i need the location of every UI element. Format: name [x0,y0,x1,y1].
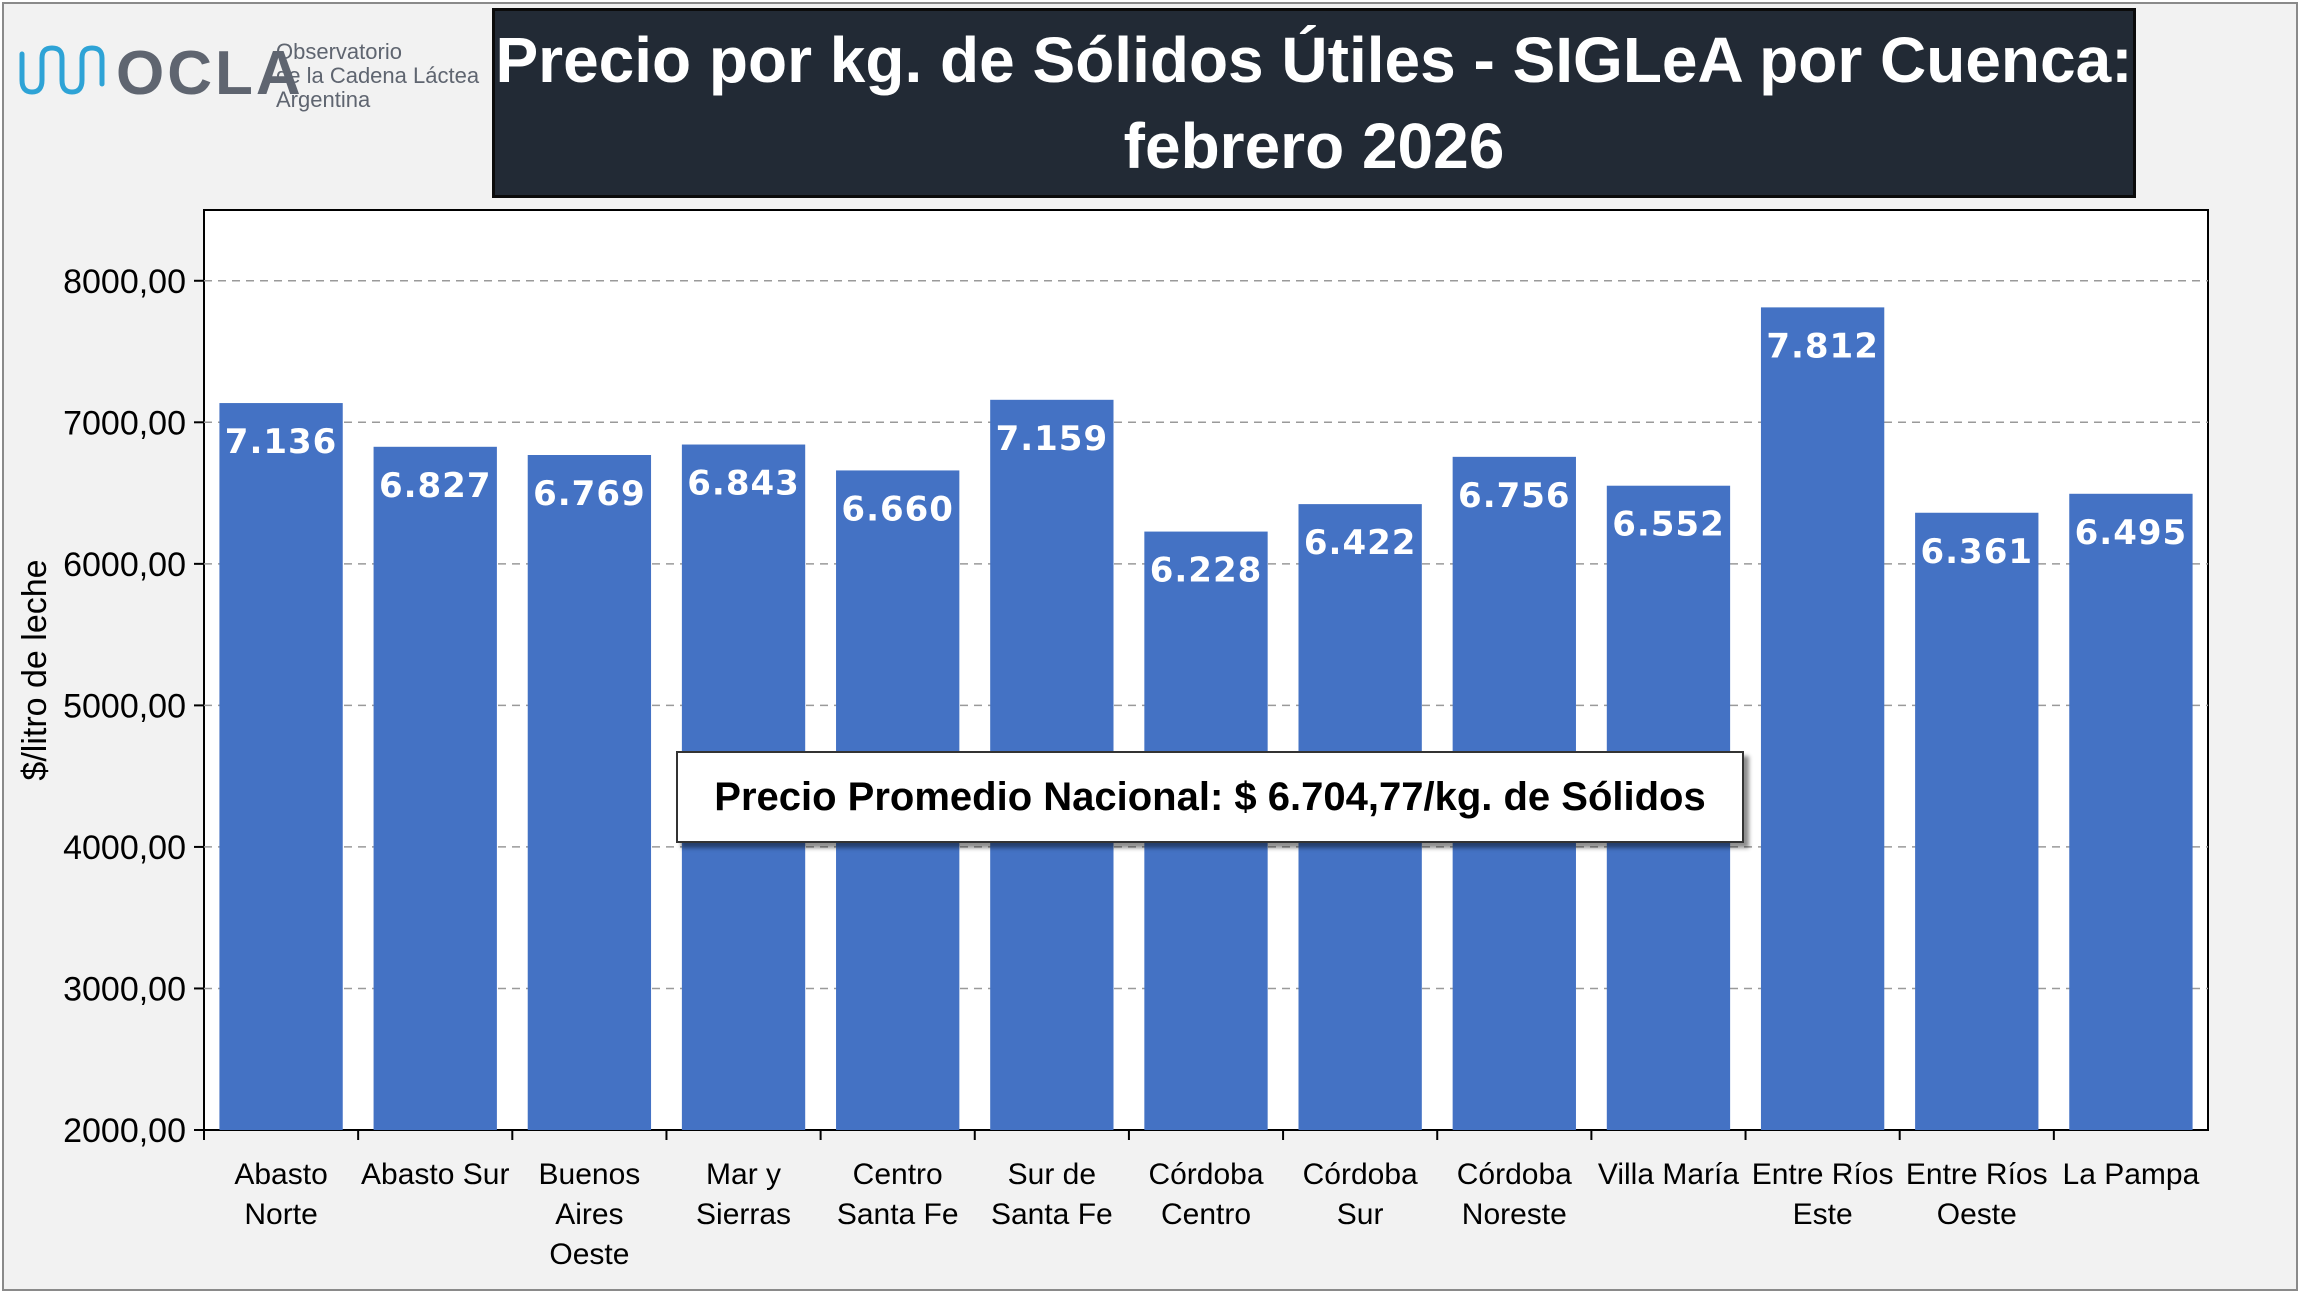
bar [219,403,343,1130]
data-label: 7.812 [1766,326,1879,366]
logo-wordmark: OCLA [116,39,304,108]
data-label: 6.228 [1150,551,1263,591]
bar [527,455,652,1131]
x-category-label: Santa Fe [837,1198,959,1231]
data-label: 6.361 [1920,532,2033,572]
x-category-label: Sierras [696,1198,791,1231]
x-category-label: Aires [555,1198,623,1231]
x-category-label: Córdoba [1303,1158,1418,1191]
x-category-label: La Pampa [2063,1158,2200,1191]
x-axis-categories: Abasto Norte Abasto Sur Buenos Aires Oeste Mar… [203,1130,2200,1271]
x-category-label: Oeste [1937,1198,2017,1231]
y-tick-label: 6000,00 [63,546,186,584]
x-category-label: Entre Ríos [1752,1158,1894,1191]
y-axis-label: $/litro de leche [16,559,54,780]
x-category-label: Sur [1337,1198,1384,1231]
y-tick-label: 2000,00 [63,1112,186,1150]
y-tick-label: 5000,00 [63,687,186,725]
chart-title-line-2: febrero 2026 [1123,110,1505,182]
x-category-label: Este [1793,1198,1853,1231]
x-category-label: Norte [244,1198,317,1231]
logo-subtitle: Observatorio de la Cadena Láctea Argenti… [276,40,479,112]
x-category-label: Córdoba [1148,1158,1263,1191]
data-label: 6.660 [841,489,954,529]
x-category-label: Oeste [549,1238,629,1271]
y-tick-label: 3000,00 [63,970,186,1008]
logo-line-2: de la Cadena Láctea [276,63,480,88]
x-category-label: Noreste [1462,1198,1567,1231]
milk-wave-icon [19,45,105,95]
x-category-label: Sur de [1008,1158,1096,1191]
bar [1760,307,1885,1131]
x-category-label: Centro [853,1158,943,1191]
bar [373,446,497,1131]
x-category-label: Abasto [234,1158,327,1191]
y-tick-label: 8000,00 [63,263,186,301]
bar [1915,512,2039,1130]
data-label: 6.756 [1458,476,1571,516]
data-label: 6.422 [1304,523,1417,563]
x-category-label: Entre Ríos [1906,1158,2048,1191]
data-label: 6.495 [2075,513,2188,553]
x-category-label: Villa María [1598,1158,1739,1191]
data-label: 6.843 [687,464,800,504]
data-label: 6.827 [379,466,492,506]
data-label: 6.552 [1612,505,1725,545]
x-category-label: Buenos [539,1158,641,1191]
x-category-label: Santa Fe [991,1198,1113,1231]
x-category-label: Centro [1161,1198,1251,1231]
data-label: 7.136 [225,422,338,462]
y-tick-label: 7000,00 [63,404,186,442]
data-label: 6.769 [533,474,646,514]
logo-line-3: Argentina [276,87,371,112]
y-axis-ticks: 2000,00 3000,00 4000,00 5000,00 6000,00 7000,… [63,263,204,1150]
logo-line-1: Observatorio [276,39,402,64]
chart-title-box: Precio por kg. de Sólidos Útiles - SIGLe… [492,8,2136,198]
y-tick-label: 4000,00 [63,829,186,867]
chart-title-line-1: Precio por kg. de Sólidos Útiles - SIGLe… [495,24,2133,96]
x-category-label: Abasto Sur [361,1158,509,1191]
bar [2069,493,2193,1130]
national-average-callout: Precio Promedio Nacional: $ 6.704,77/kg.… [676,751,1744,843]
x-category-label: Mar y [706,1158,781,1191]
data-label: 7.159 [996,419,1109,459]
x-category-label: Córdoba [1457,1158,1572,1191]
ocla-logo: OCLA Observatorio de la Cadena Láctea Ar… [18,34,488,124]
